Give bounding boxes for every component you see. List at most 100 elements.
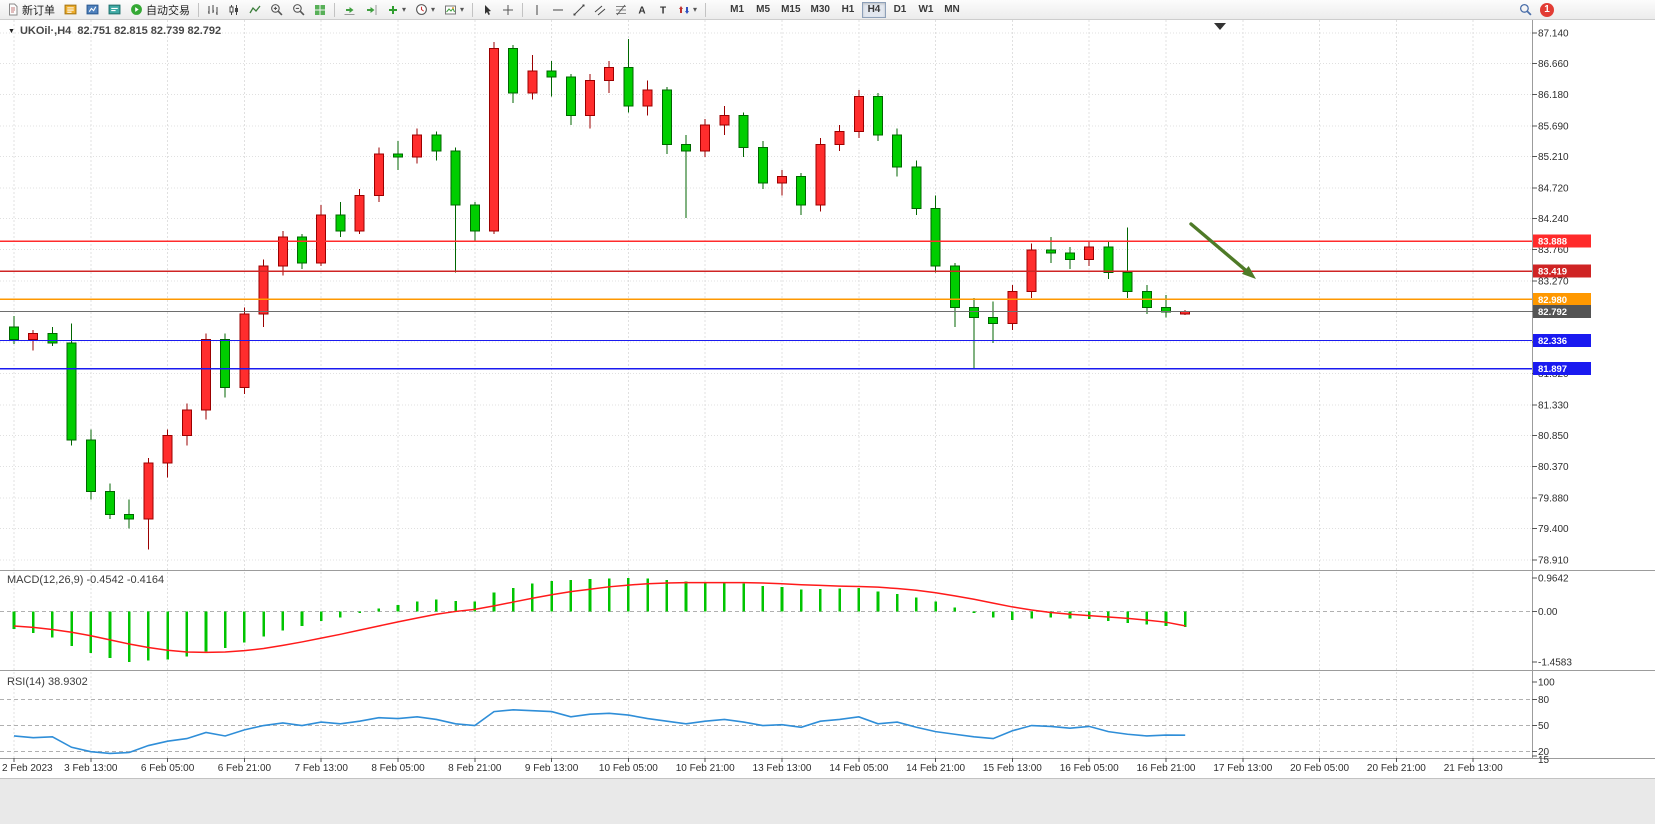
- new-order-button[interactable]: 新订单: [3, 1, 59, 19]
- candle: [469, 202, 480, 241]
- time-axis-label: 13 Feb 13:00: [753, 763, 812, 774]
- timeframe-button-M1[interactable]: M1: [725, 2, 749, 18]
- candle: [1084, 240, 1095, 267]
- bar-chart-button[interactable]: [203, 1, 223, 19]
- chart-shift-marker[interactable]: [1214, 23, 1226, 30]
- time-axis-label: 10 Feb 05:00: [599, 763, 658, 774]
- chart-shift-icon: [367, 4, 377, 15]
- svg-text:T: T: [660, 5, 666, 16]
- time-axis-label: 10 Feb 21:00: [676, 763, 735, 774]
- macd-histogram: [12, 578, 1187, 662]
- fibonacci-button[interactable]: [611, 1, 631, 19]
- toolbar-separator: [198, 2, 199, 17]
- time-axis-label: 3 Feb 13:00: [64, 763, 118, 774]
- periods-button[interactable]: ▾: [411, 1, 439, 19]
- candle: [604, 61, 615, 94]
- price-axis-label: 78.910: [1538, 555, 1569, 566]
- search-button[interactable]: [1515, 1, 1536, 19]
- vertical-line-button[interactable]: [527, 1, 547, 19]
- candle-chart-button[interactable]: [224, 1, 244, 19]
- bar-chart-icon: [208, 4, 218, 15]
- timeframe-button-H1[interactable]: H1: [836, 2, 860, 18]
- text-t-icon: T: [660, 5, 666, 16]
- channel-button[interactable]: [590, 1, 610, 19]
- timeframe-button-MN[interactable]: MN: [940, 2, 964, 18]
- time-axis-label: 2 Feb 2023: [2, 763, 53, 774]
- timeframe-button-M30[interactable]: M30: [807, 2, 834, 18]
- candle: [162, 429, 173, 478]
- text-button[interactable]: A: [632, 1, 652, 19]
- trendline-button[interactable]: [569, 1, 589, 19]
- time-axis-label: 20 Feb 05:00: [1290, 763, 1349, 774]
- auto-scroll-button[interactable]: [339, 1, 360, 19]
- price-axis-label: 79.880: [1538, 493, 1569, 504]
- candle: [354, 189, 365, 235]
- templates-button[interactable]: ▾: [440, 1, 468, 19]
- chevron-down-icon: ▾: [431, 4, 436, 14]
- autotrading-button[interactable]: 自动交易: [126, 1, 194, 19]
- price-axis: 87.140 86.660 86.180 85.690 85.210 84.720 84.2…: [1532, 29, 1572, 766]
- cursor-icon: [485, 4, 492, 15]
- terminal-button[interactable]: [104, 1, 125, 19]
- line-chart-button[interactable]: [245, 1, 265, 19]
- text-label-button[interactable]: T: [653, 1, 673, 19]
- time-axis-label: 14 Feb 21:00: [906, 763, 965, 774]
- timeframe-button-M15[interactable]: M15: [777, 2, 804, 18]
- trendline-icon: [573, 4, 585, 15]
- notification-badge[interactable]: 1: [1540, 2, 1554, 17]
- candle: [949, 262, 960, 327]
- navigator-icon: [86, 4, 99, 15]
- candle: [681, 134, 691, 219]
- arrows-icon: [679, 5, 690, 14]
- price-tag-81.897: 81.897: [1533, 362, 1591, 376]
- candle: [373, 147, 384, 203]
- tile-windows-button[interactable]: [310, 1, 330, 19]
- candle: [1180, 309, 1191, 315]
- rsi-axis-label: 80: [1538, 695, 1550, 706]
- terminal-icon: [108, 4, 121, 15]
- chart-ohlc-header: ▼ UKOil·,H4 82.751 82.815 82.739 82.792: [8, 25, 221, 37]
- candle: [297, 234, 307, 270]
- timeframe-button-H4[interactable]: H4: [861, 1, 886, 18]
- trend-arrow-annotation[interactable]: [1189, 222, 1256, 279]
- fibonacci-icon: [616, 4, 627, 15]
- price-axis-label: 80.850: [1538, 431, 1569, 442]
- zoom-in-button[interactable]: [266, 1, 287, 19]
- candle: [777, 170, 787, 196]
- symbol-label: UKOil·,H4: [19, 25, 72, 37]
- candle: [1007, 285, 1018, 331]
- chevron-down-icon: ▾: [402, 4, 407, 14]
- timeframe-button-M5[interactable]: M5: [751, 2, 775, 18]
- market-watch-icon: [64, 4, 77, 15]
- time-axis-label: 8 Feb 21:00: [448, 763, 502, 774]
- price-axis-label: 80.370: [1538, 462, 1569, 473]
- macd-axis-label: -1.4583: [1538, 658, 1572, 669]
- price-axis-label: 87.140: [1538, 29, 1569, 40]
- candle: [258, 259, 269, 327]
- horizontal-line-button[interactable]: [548, 1, 568, 19]
- timeframe-button-D1[interactable]: D1: [888, 2, 912, 18]
- time-axis: 2 Feb 2023 3 Feb 13:00 6 Feb 05:00 6 Feb 21…: [2, 758, 1503, 774]
- toolbar-separator: [334, 2, 335, 17]
- candle: [892, 128, 903, 177]
- toolbar: 新订单 自动交易: [0, 0, 1655, 20]
- crosshair-button[interactable]: [498, 1, 518, 19]
- timeframe-button-W1[interactable]: W1: [914, 2, 938, 18]
- zoom-out-button[interactable]: [288, 1, 309, 19]
- autotrading-icon: [131, 4, 142, 15]
- candle: [105, 483, 115, 519]
- candle: [431, 131, 442, 161]
- horizontal-line-icon: [553, 9, 564, 10]
- cursor-button[interactable]: [477, 1, 497, 19]
- navigator-button[interactable]: [82, 1, 103, 19]
- candle: [124, 499, 135, 529]
- market-watch-button[interactable]: [60, 1, 81, 19]
- price-tag-82.980: 82.980: [1533, 292, 1591, 306]
- arrows-button[interactable]: ▾: [674, 1, 701, 19]
- chart-shift-button[interactable]: [361, 1, 382, 19]
- candle: [719, 105, 730, 135]
- indicators-button[interactable]: ▾: [383, 1, 410, 19]
